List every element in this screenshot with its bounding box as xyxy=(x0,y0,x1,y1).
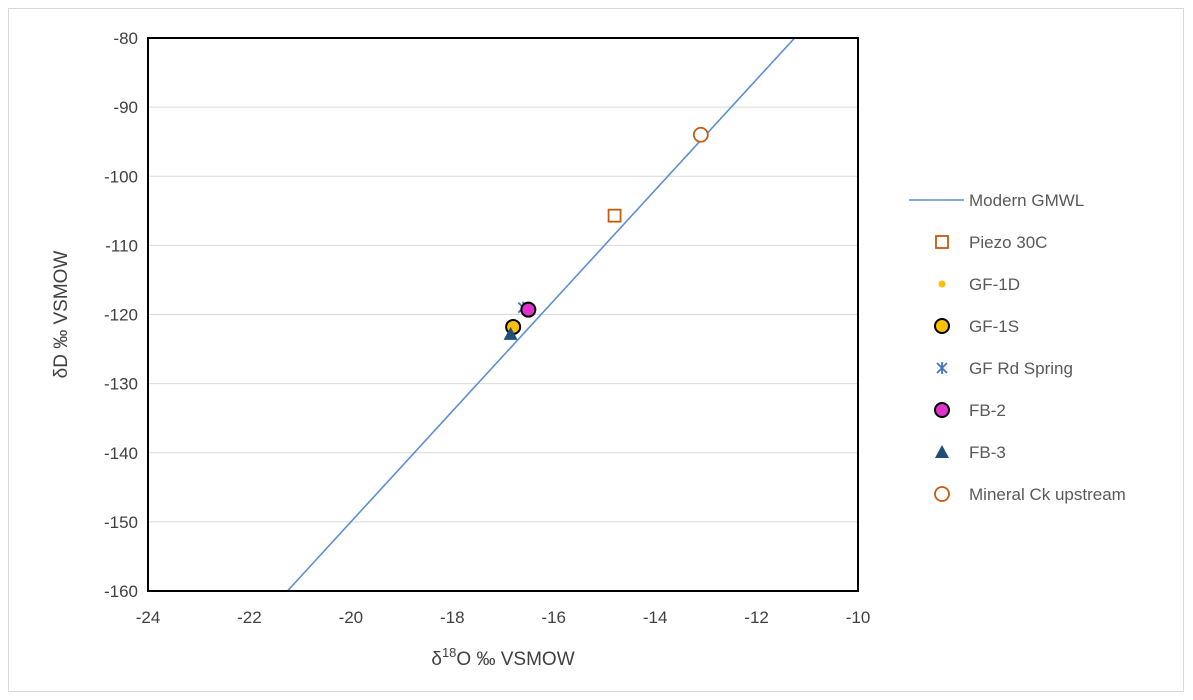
data-point xyxy=(520,301,537,318)
data-point-shape xyxy=(692,126,709,143)
data-point-shape xyxy=(503,326,518,340)
data-point xyxy=(607,208,622,223)
x-tick-label: -24 xyxy=(136,608,161,627)
x-tick-label: -12 xyxy=(744,608,769,627)
legend-marker-shape xyxy=(934,486,950,502)
x-axis-title: δ18O ‰ VSMOW xyxy=(431,645,574,670)
data-point xyxy=(503,326,518,340)
x-tick-label: -10 xyxy=(846,608,871,627)
legend-label: GF Rd Spring xyxy=(969,359,1073,378)
y-tick-label: -80 xyxy=(113,29,138,48)
gmwl-line-layer xyxy=(286,37,796,592)
x-axis-title-superscript: 18 xyxy=(442,645,456,660)
x-tick-label: -18 xyxy=(440,608,465,627)
legend-marker xyxy=(934,486,950,502)
y-tick-label: -90 xyxy=(113,98,138,117)
gridlines xyxy=(148,37,858,592)
legend-entry: Modern GMWL xyxy=(909,191,1084,210)
legend-marker xyxy=(935,445,949,458)
y-tick-label: -110 xyxy=(105,236,138,255)
legend-marker xyxy=(934,318,950,334)
y-tick-label: -150 xyxy=(104,513,138,532)
legend-label: GF-1S xyxy=(969,317,1019,336)
legend-entry: Mineral Ck upstream xyxy=(934,485,1126,504)
x-tick-labels: -24 -22 -20 -18 -16 -14 -12 -10 xyxy=(136,608,871,627)
legend-marker-shape xyxy=(936,362,948,374)
y-tick-label: -130 xyxy=(104,375,138,394)
legend-label: Modern GMWL xyxy=(969,191,1084,210)
legend-entry: GF-1S xyxy=(934,317,1019,336)
isotope-scatter-chart: -24 -22 -20 -18 -16 -14 -12 -10 -80-90-100-110-… xyxy=(51,29,1126,670)
y-tick-label: -120 xyxy=(104,306,138,325)
legend-entry: GF Rd Spring xyxy=(936,359,1073,378)
y-tick-label: -160 xyxy=(104,582,138,601)
legend: Modern GMWL Piezo 30C GF-1D GF-1S GF Rd Spri… xyxy=(909,191,1126,504)
x-tick-label: -20 xyxy=(339,608,364,627)
x-tick-label: -22 xyxy=(237,608,262,627)
legend-entry: GF-1D xyxy=(938,275,1020,294)
legend-marker-shape xyxy=(935,445,949,458)
legend-marker xyxy=(935,235,949,249)
data-point-shape xyxy=(607,208,622,223)
chart-frame: -24 -22 -20 -18 -16 -14 -12 -10 -80 -90 -100 -110-… xyxy=(8,8,1184,692)
data-point xyxy=(692,126,709,143)
y-tick-labels: -80 -90 -100 -110 -120 -130 -140 -150 -160 xyxy=(104,29,138,601)
data-points xyxy=(503,126,709,340)
legend-marker xyxy=(936,362,948,374)
legend-entry: Piezo 30C xyxy=(935,233,1047,252)
x-axis-title-rest: O ‰ VSMOW xyxy=(456,649,574,670)
plot-area-border xyxy=(147,37,859,592)
x-tick-label: -16 xyxy=(541,608,566,627)
x-tick-label: -14 xyxy=(643,608,668,627)
legend-label: FB-3 xyxy=(969,443,1006,462)
legend-label: Piezo 30C xyxy=(969,233,1047,252)
y-axis-title: δD ‰ VSMOW xyxy=(51,251,72,379)
legend-label: GF-1D xyxy=(969,275,1020,294)
legend-entry: FB-2 xyxy=(934,401,1006,420)
gmwl-line xyxy=(286,37,796,592)
legend-marker xyxy=(934,402,950,418)
y-tick-label: -140 xyxy=(104,444,138,463)
data-point-shape xyxy=(520,301,537,318)
legend-marker-shape xyxy=(935,235,949,249)
legend-marker-shape xyxy=(934,402,950,418)
x-axis-title-prefix: δ xyxy=(431,649,442,670)
y-tick-label: -100 xyxy=(104,167,138,186)
legend-marker xyxy=(938,280,946,288)
legend-label: Mineral Ck upstream xyxy=(969,485,1126,504)
legend-marker-shape xyxy=(934,318,950,334)
legend-label: FB-2 xyxy=(969,401,1006,420)
legend-entry: FB-3 xyxy=(935,443,1006,462)
legend-marker-shape xyxy=(938,280,946,288)
